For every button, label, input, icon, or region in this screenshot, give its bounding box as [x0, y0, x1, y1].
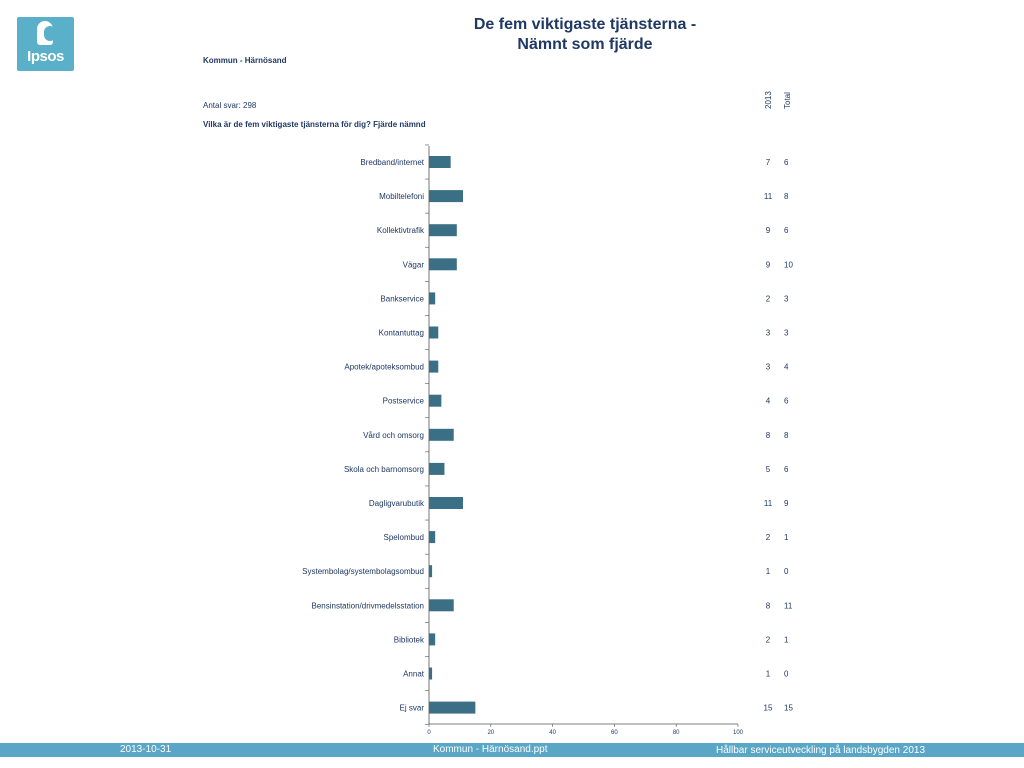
footer-bar: 2013-10-31 Kommun - Härnösand.ppt Hållba… — [0, 743, 1024, 757]
x-tick-label: 80 — [673, 730, 680, 736]
value-2013: 3 — [766, 363, 771, 372]
value-2013: 2 — [766, 533, 771, 542]
value-2013: 2 — [766, 294, 771, 303]
value-total: 3 — [784, 329, 789, 338]
bar — [429, 224, 457, 237]
ipsos-logo: Ipsos — [17, 17, 74, 71]
category-label: Bibliotek — [394, 635, 425, 644]
municipality-label: Kommun - Härnösand — [203, 56, 287, 65]
value-total: 10 — [784, 260, 793, 269]
value-total: 1 — [784, 533, 789, 542]
value-2013: 11 — [764, 499, 773, 508]
footer-date: 2013-10-31 — [120, 744, 172, 755]
category-label: Spelombud — [384, 533, 424, 542]
value-total: 6 — [784, 465, 789, 474]
category-label: Ej svar — [400, 704, 425, 713]
bar — [429, 258, 457, 271]
value-2013: 1 — [766, 670, 771, 679]
value-total: 8 — [784, 192, 789, 201]
value-2013: 5 — [766, 465, 771, 474]
value-total: 15 — [784, 704, 793, 713]
value-total: 9 — [784, 499, 789, 508]
value-total: 4 — [784, 363, 789, 372]
response-count: Antal svar: 298 — [203, 101, 257, 110]
value-2013: 11 — [764, 192, 773, 201]
value-2013: 15 — [764, 704, 773, 713]
value-2013: 8 — [766, 431, 771, 440]
category-label: Annat — [403, 670, 425, 679]
bar — [429, 633, 436, 646]
value-total: 0 — [784, 567, 789, 576]
survey-question: Vilka är de fem viktigaste tjänsterna fö… — [203, 120, 426, 129]
x-tick-label: 60 — [611, 730, 618, 736]
footer-project: Hållbar serviceutveckling på landsbygden… — [716, 745, 926, 756]
value-total: 0 — [784, 670, 789, 679]
bar — [429, 428, 454, 441]
footer-file: Kommun - Härnösand.ppt — [433, 744, 548, 755]
logo-text: Ipsos — [27, 48, 64, 65]
value-2013: 2 — [766, 635, 771, 644]
category-label: Kontantuttag — [379, 329, 424, 338]
category-label: Bensinstation/drivmedelsstation — [311, 601, 424, 610]
title-line-1: De fem viktigaste tjänsterna - — [473, 16, 697, 33]
x-tick-label: 100 — [733, 730, 744, 736]
category-label: Bankservice — [380, 294, 424, 303]
value-total: 6 — [784, 226, 789, 235]
bar — [429, 156, 451, 168]
category-label: Apotek/apoteksombud — [344, 363, 424, 372]
value-total: 8 — [784, 431, 789, 440]
x-tick-label: 40 — [549, 730, 556, 736]
category-label: Bredband/internet — [360, 158, 424, 167]
x-tick-label: 20 — [487, 730, 494, 736]
category-label: Postservice — [383, 397, 425, 406]
bar — [429, 497, 463, 509]
value-2013: 3 — [766, 329, 771, 338]
category-label: Mobiltelefoni — [379, 192, 424, 201]
category-label: Kollektivtrafik — [377, 226, 425, 235]
value-2013: 7 — [766, 158, 771, 167]
bar — [429, 599, 454, 612]
bar — [429, 565, 433, 578]
value-2013: 4 — [766, 397, 771, 406]
value-2013: 9 — [766, 226, 771, 235]
value-total: 3 — [784, 294, 789, 303]
bar — [429, 360, 439, 373]
bar — [429, 667, 433, 680]
category-label: Vägar — [403, 260, 425, 269]
bar — [429, 462, 445, 475]
bar — [429, 326, 439, 339]
value-total: 11 — [784, 601, 793, 610]
bar — [429, 531, 436, 544]
bar — [429, 394, 442, 407]
bar — [429, 701, 476, 714]
category-label: Dagligvarubutik — [369, 499, 425, 508]
title-line-2: Nämnt som fjärde — [517, 36, 653, 53]
value-2013: 9 — [766, 260, 771, 269]
bar — [429, 292, 436, 305]
category-label: Vård och omsorg — [363, 431, 424, 440]
value-total: 6 — [784, 397, 789, 406]
value-total: 6 — [784, 158, 789, 167]
logo-figure-inner — [44, 26, 56, 41]
value-2013: 8 — [766, 601, 771, 610]
x-tick-label: 0 — [427, 730, 431, 736]
bar — [429, 190, 463, 203]
category-label: Systembolag/systembolagsombud — [302, 567, 424, 576]
category-label: Skola och barnomsorg — [344, 465, 424, 474]
value-total: 1 — [784, 635, 789, 644]
value-2013: 1 — [766, 567, 771, 576]
